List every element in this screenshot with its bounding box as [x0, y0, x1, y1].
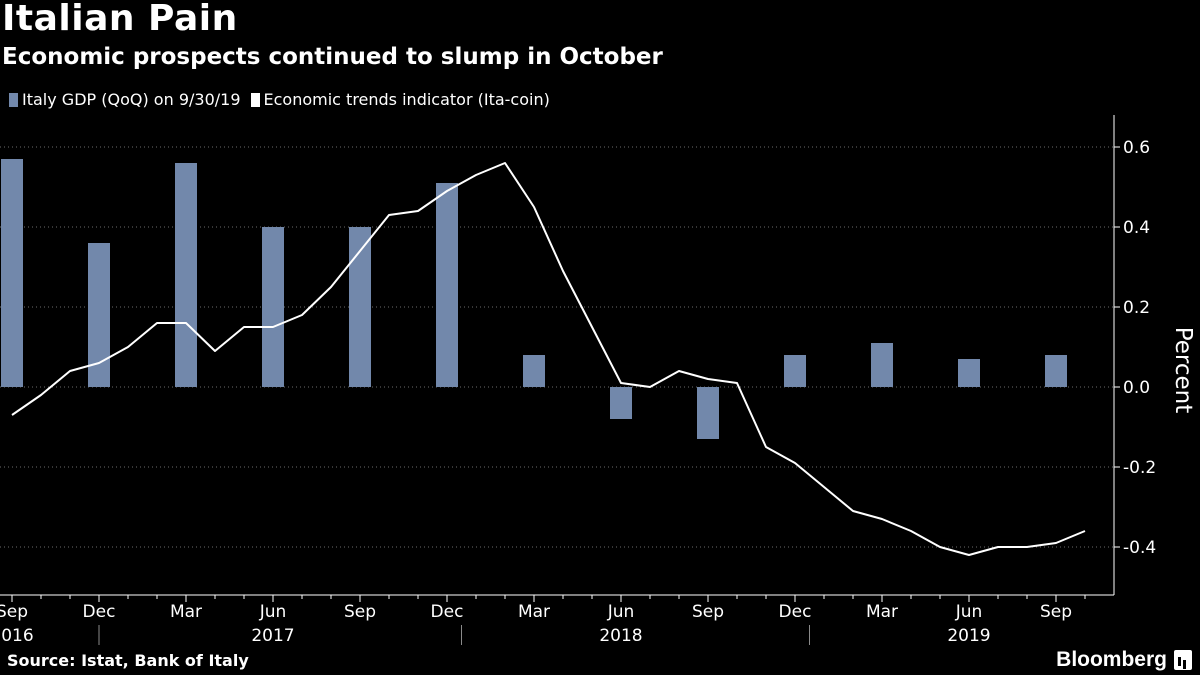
x-tick-label: Dec: [431, 602, 464, 622]
legend-label-itacoin: Economic trends indicator (Ita-coin): [263, 90, 550, 109]
gdp-bar: [262, 227, 284, 387]
legend-swatch-itacoin: [250, 92, 260, 107]
gdp-bar: [871, 343, 893, 387]
source-note: Source: Istat, Bank of Italy: [7, 651, 249, 670]
x-tick-label: Jun: [955, 602, 983, 622]
gdp-bar: [436, 183, 458, 387]
x-tick-label: Sep: [1040, 602, 1072, 622]
x-tick-label: Jun: [607, 602, 635, 622]
bloomberg-icon: [1174, 650, 1192, 670]
gdp-bar: [1045, 355, 1067, 387]
gdp-bars: [1, 159, 1067, 439]
gdp-bar: [1, 159, 23, 387]
y-tick-label: -0.4: [1123, 538, 1156, 558]
axes: 0.6 0.4 0.2 0.0 -0.2 -0.4 Sep Dec Mar Jun Sep Dec Ma…: [0, 115, 1156, 646]
y-tick-label: 0.2: [1123, 298, 1150, 318]
gdp-bar: [784, 355, 806, 387]
gdp-bar: [697, 387, 719, 439]
x-tick-label: Mar: [866, 602, 898, 622]
gdp-bar: [523, 355, 545, 387]
x-tick-label: Sep: [344, 602, 376, 622]
grid-lines: [0, 146, 1114, 548]
x-year-label: 2016: [0, 626, 34, 646]
x-tick-label: Sep: [0, 602, 28, 622]
legend-item-itacoin: Economic trends indicator (Ita-coin): [250, 90, 550, 109]
y-tick-label: 0.6: [1123, 138, 1150, 158]
itacoin-line: [11, 162, 1086, 556]
x-tick-label: Dec: [83, 602, 116, 622]
gdp-bar: [958, 359, 980, 387]
chart-subtitle: Economic prospects continued to slump in…: [2, 44, 663, 70]
x-tick-label: Jun: [259, 602, 287, 622]
y-tick-label: 0.0: [1123, 378, 1150, 398]
x-year-label: 2017: [251, 626, 294, 646]
gdp-bar: [610, 387, 632, 419]
legend-label-gdp: Italy GDP (QoQ) on 9/30/19: [22, 90, 241, 109]
y-tick-label: 0.4: [1123, 218, 1150, 238]
chart-title: Italian Pain: [2, 0, 238, 39]
y-tick-label: -0.2: [1123, 458, 1156, 478]
itacoin-line-group: [11, 162, 1086, 556]
gdp-bar: [88, 243, 110, 387]
gdp-bar: [349, 227, 371, 387]
legend-swatch-gdp: [9, 92, 18, 107]
y-axis-label: Percent: [1170, 327, 1196, 414]
x-year-label: 2018: [599, 626, 642, 646]
brand-logo: Bloomberg: [1056, 648, 1167, 671]
x-year-label: 2019: [947, 626, 990, 646]
x-tick-label: Mar: [518, 602, 550, 622]
gdp-bar: [175, 163, 197, 387]
x-tick-label: Sep: [692, 602, 724, 622]
legend: Italy GDP (QoQ) on 9/30/19 Economic tren…: [9, 90, 560, 109]
legend-item-gdp: Italy GDP (QoQ) on 9/30/19: [9, 90, 241, 109]
x-tick-label: Dec: [779, 602, 812, 622]
x-tick-label: Mar: [170, 602, 202, 622]
